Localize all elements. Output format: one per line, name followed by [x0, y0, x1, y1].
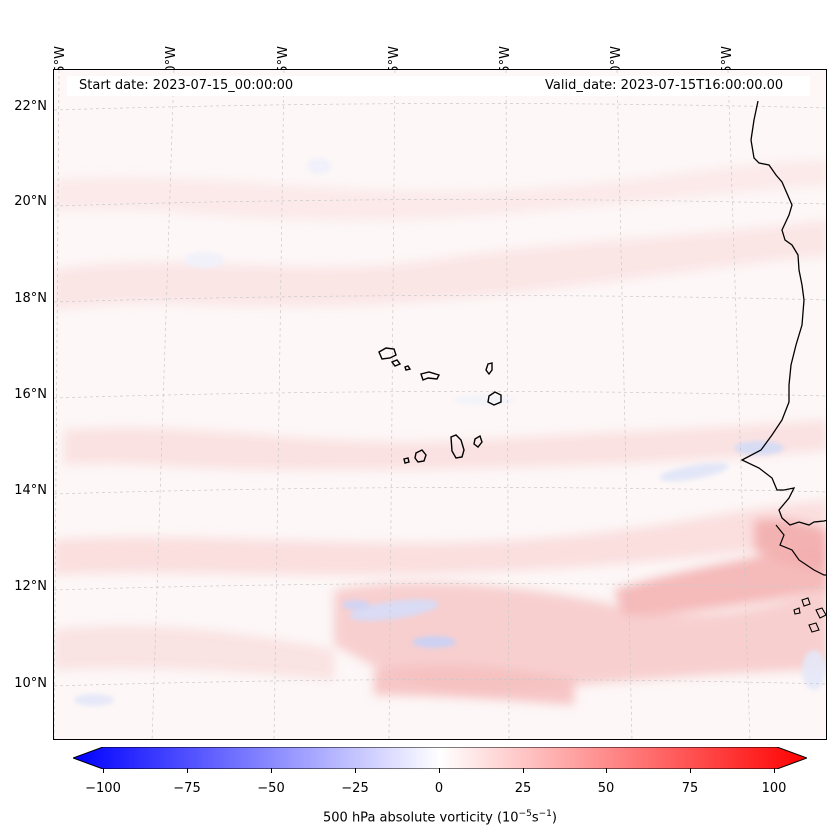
lon-label-17-5w: 17.5°W: [720, 0, 736, 94]
vorticity-map[interactable]: [53, 69, 827, 740]
cb-tickmark: [690, 768, 691, 773]
cb-tick-label: −75: [173, 781, 201, 796]
lon-label-30w: 30°W: [164, 46, 179, 82]
negative-vorticity-patches: [74, 158, 826, 706]
cb-tick-label: 75: [681, 781, 699, 796]
cb-tick-label: 50: [597, 781, 615, 796]
lat-label-14n: 14°N: [14, 483, 47, 498]
colorbar-label: 500 hPa absolute vorticity (10−5s−1): [323, 809, 557, 826]
cape-verde-islands: [378, 347, 502, 464]
island-fogo: [414, 449, 427, 463]
lat-label-18n: 18°N: [14, 291, 47, 306]
island-sal: [485, 362, 493, 376]
island-brava: [403, 457, 410, 464]
guinea-bissau-coast: [775, 524, 826, 576]
cb-tickmark: [606, 768, 607, 773]
cb-tick-label: 100: [761, 781, 787, 796]
lon-label-25w: 25°W: [387, 46, 402, 82]
valid-date-label: Valid_date: 2023-07-15T16:00:00.00: [545, 78, 784, 93]
island-santiago: [450, 434, 465, 459]
vorticity-field: [54, 160, 826, 705]
cb-tickmark: [774, 768, 775, 773]
cb-tick-label: −25: [341, 781, 369, 796]
cb-tickmark: [271, 768, 272, 773]
west-africa-coastline: [740, 100, 826, 526]
cb-tickmark: [355, 768, 356, 773]
colorbar-body: [73, 747, 807, 769]
header-info-box: [67, 76, 810, 96]
lat-label-10n: 10°N: [14, 676, 47, 691]
cb-tick-label: 25: [514, 781, 532, 796]
start-date-label: Start date: 2023-07-15_00:00:00: [79, 78, 294, 93]
lat-label-16n: 16°N: [14, 387, 47, 402]
cb-tick-label: −50: [257, 781, 285, 796]
lon-label-20w: 20°W: [609, 46, 624, 82]
vorticity-colorbar: [73, 747, 807, 769]
island-sao-nicolau: [420, 371, 440, 381]
cb-tick-label: −100: [85, 781, 121, 796]
bijagos-islands: [793, 597, 826, 633]
island-sao-vicente: [390, 359, 402, 367]
graticule: [54, 70, 826, 739]
island-boa-vista: [487, 391, 502, 406]
island-maio: [473, 434, 483, 448]
lat-label-12n: 12°N: [14, 579, 47, 594]
cb-tickmark: [187, 768, 188, 773]
map-canvas: [54, 70, 826, 739]
lon-label-32-5w: 32.5°W: [53, 0, 69, 94]
cb-tickmark: [439, 768, 440, 773]
island-santa-luzia: [404, 365, 412, 371]
cb-tickmark: [523, 768, 524, 773]
lat-label-22n: 22°N: [14, 99, 47, 114]
lon-label-27-5w: 27.5°W: [276, 0, 292, 94]
cb-tick-label: 0: [434, 781, 444, 796]
lat-label-20n: 20°N: [14, 194, 47, 209]
cb-tickmark: [103, 768, 104, 773]
lon-label-22-5w: 22.5°W: [498, 0, 514, 94]
island-santo-antao: [378, 347, 397, 360]
